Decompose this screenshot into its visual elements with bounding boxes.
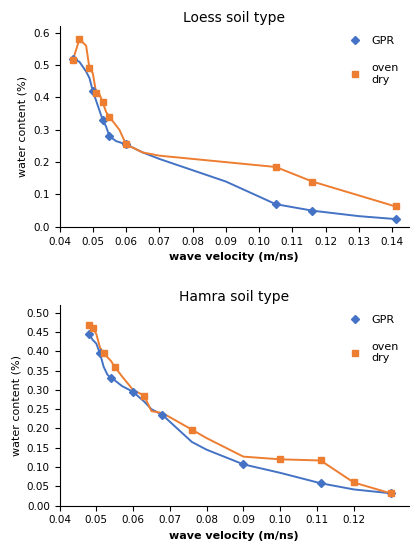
GPR bbox=[123, 141, 129, 147]
Line: oven
dry: oven dry bbox=[86, 322, 393, 496]
GPR bbox=[107, 133, 112, 140]
GPR bbox=[100, 117, 105, 124]
GPR bbox=[318, 480, 323, 486]
oven
dry bbox=[94, 89, 99, 96]
oven
dry bbox=[388, 490, 393, 497]
GPR bbox=[388, 490, 393, 497]
Line: GPR: GPR bbox=[70, 56, 398, 222]
GPR bbox=[131, 389, 136, 395]
oven
dry bbox=[142, 392, 147, 399]
GPR bbox=[241, 461, 246, 468]
Legend: GPR, oven
dry: GPR, oven dry bbox=[339, 311, 403, 368]
oven
dry bbox=[101, 350, 106, 357]
Legend: GPR, oven
dry: GPR, oven dry bbox=[339, 32, 403, 89]
GPR bbox=[87, 331, 92, 337]
GPR bbox=[97, 350, 102, 357]
oven
dry bbox=[90, 325, 95, 332]
oven
dry bbox=[107, 114, 112, 120]
GPR bbox=[310, 208, 315, 214]
oven
dry bbox=[310, 178, 315, 185]
oven
dry bbox=[123, 141, 129, 147]
oven
dry bbox=[87, 322, 92, 328]
oven
dry bbox=[273, 164, 278, 171]
GPR bbox=[160, 412, 165, 418]
oven
dry bbox=[351, 479, 356, 486]
Line: oven
dry: oven dry bbox=[70, 36, 398, 209]
X-axis label: wave velocity (m/ns): wave velocity (m/ns) bbox=[169, 252, 299, 262]
oven
dry bbox=[77, 36, 82, 43]
Title: Hamra soil type: Hamra soil type bbox=[179, 290, 289, 304]
oven
dry bbox=[278, 456, 283, 463]
GPR bbox=[393, 216, 398, 222]
oven
dry bbox=[112, 363, 117, 370]
oven
dry bbox=[318, 457, 323, 464]
X-axis label: wave velocity (m/ns): wave velocity (m/ns) bbox=[169, 531, 299, 541]
oven
dry bbox=[87, 65, 92, 72]
Y-axis label: water content (%): water content (%) bbox=[11, 355, 21, 456]
oven
dry bbox=[100, 99, 105, 105]
oven
dry bbox=[70, 57, 75, 63]
Line: GPR: GPR bbox=[86, 331, 393, 496]
oven
dry bbox=[189, 426, 194, 433]
oven
dry bbox=[393, 203, 398, 210]
GPR bbox=[90, 88, 95, 94]
Title: Loess soil type: Loess soil type bbox=[183, 11, 285, 25]
Y-axis label: water content (%): water content (%) bbox=[18, 76, 28, 177]
GPR bbox=[273, 201, 278, 208]
GPR bbox=[70, 55, 75, 62]
GPR bbox=[108, 375, 113, 381]
